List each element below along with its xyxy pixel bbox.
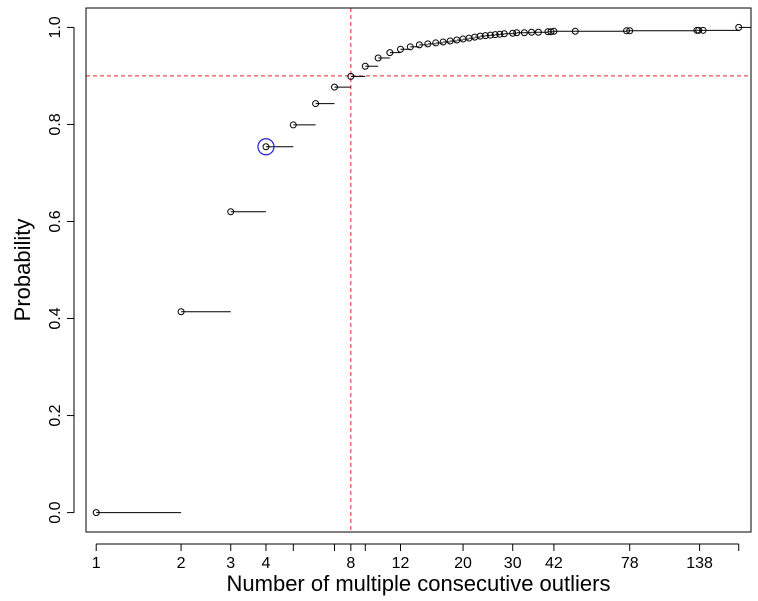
- x-tick-label: 20: [454, 555, 472, 572]
- data-point: [312, 100, 320, 108]
- highlight-circle: [257, 138, 275, 156]
- data-point: [534, 28, 542, 36]
- y-tick-label: 0.8: [47, 113, 64, 135]
- data-point: [496, 30, 504, 38]
- x-tick-label: 30: [504, 555, 522, 572]
- data-point: [397, 45, 405, 53]
- data-point: [626, 27, 634, 35]
- data-point: [386, 49, 394, 57]
- y-axis-title: Probability: [10, 219, 35, 322]
- data-point: [528, 28, 536, 36]
- data-point: [520, 29, 528, 37]
- x-tick-label: 42: [545, 555, 563, 572]
- data-point: [331, 83, 339, 91]
- data-point: [361, 62, 369, 70]
- y-tick-label: 0.0: [47, 501, 64, 523]
- data-point: [513, 29, 521, 37]
- data-point: [476, 32, 484, 40]
- data-point: [509, 29, 517, 37]
- data-point: [695, 26, 703, 34]
- y-tick-label: 0.4: [47, 307, 64, 329]
- data-point: [92, 509, 100, 517]
- data-point: [439, 38, 447, 46]
- data-point: [227, 208, 235, 216]
- data-point: [424, 40, 432, 48]
- data-point: [481, 32, 489, 40]
- y-tick-label: 0.6: [47, 210, 64, 232]
- x-tick-label: 2: [177, 555, 186, 572]
- data-point: [347, 72, 355, 80]
- x-tick-label: 12: [392, 555, 410, 572]
- x-tick-label: 3: [226, 555, 235, 572]
- plot-area: [86, 8, 751, 532]
- x-tick-label: 4: [262, 555, 271, 572]
- data-point: [623, 27, 631, 35]
- plot-frame: [85, 7, 752, 533]
- data-point: [415, 41, 423, 49]
- data-point: [406, 43, 414, 51]
- x-tick-label: 138: [686, 555, 713, 572]
- x-tick-label: 8: [346, 555, 355, 572]
- data-point: [491, 31, 499, 39]
- data-point: [289, 121, 297, 129]
- x-tick-label: 1: [92, 555, 101, 572]
- data-point: [550, 27, 558, 35]
- data-point: [177, 308, 185, 316]
- y-tick-label: 0.2: [47, 404, 64, 426]
- data-point: [374, 54, 382, 62]
- x-tick-label: 78: [621, 555, 639, 572]
- data-point: [500, 30, 508, 38]
- data-point: [446, 37, 454, 45]
- data-point: [571, 27, 579, 35]
- data-point: [735, 23, 743, 31]
- x-axis-title: Number of multiple consecutive outliers: [227, 571, 611, 596]
- data-point: [547, 28, 555, 36]
- data-point: [432, 39, 440, 47]
- y-tick-label: 1.0: [47, 16, 64, 38]
- data-point: [699, 26, 707, 34]
- data-point: [486, 31, 494, 39]
- data-point: [262, 143, 270, 151]
